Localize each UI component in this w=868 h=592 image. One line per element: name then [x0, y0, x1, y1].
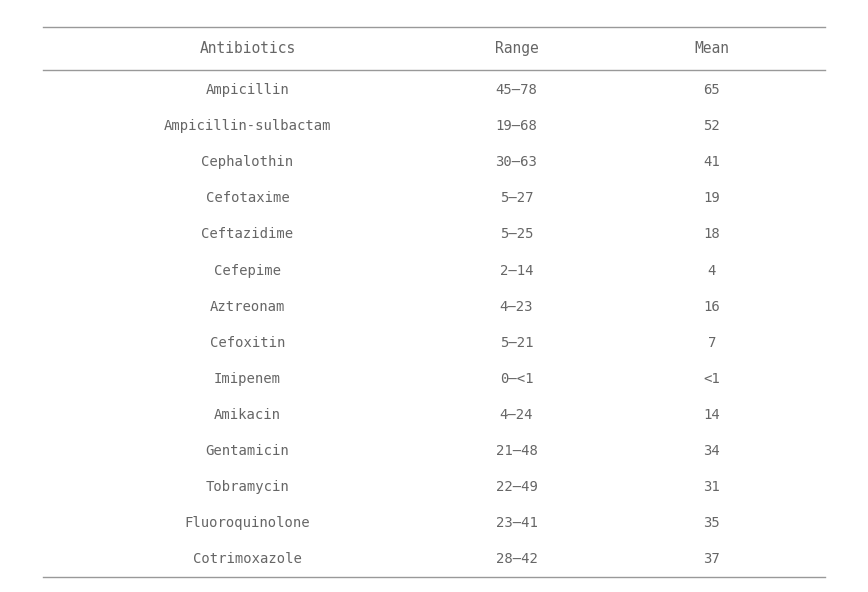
Text: 21–48: 21–48 [496, 444, 537, 458]
Text: 37: 37 [703, 552, 720, 567]
Text: 16: 16 [703, 300, 720, 314]
Text: 4–24: 4–24 [500, 408, 533, 422]
Text: Antibiotics: Antibiotics [200, 41, 295, 56]
Text: Gentamicin: Gentamicin [206, 444, 289, 458]
Text: Imipenem: Imipenem [214, 372, 281, 386]
Text: 18: 18 [703, 227, 720, 242]
Text: 35: 35 [703, 516, 720, 530]
Text: 31: 31 [703, 480, 720, 494]
Text: Tobramycin: Tobramycin [206, 480, 289, 494]
Text: 65: 65 [703, 83, 720, 97]
Text: Cefotaxime: Cefotaxime [206, 191, 289, 205]
Text: Cotrimoxazole: Cotrimoxazole [193, 552, 302, 567]
Text: 4: 4 [707, 263, 716, 278]
Text: 30–63: 30–63 [496, 155, 537, 169]
Text: Ampicillin: Ampicillin [206, 83, 289, 97]
Text: Ampicillin-sulbactam: Ampicillin-sulbactam [164, 119, 331, 133]
Text: 19–68: 19–68 [496, 119, 537, 133]
Text: <1: <1 [703, 372, 720, 386]
Text: 0–<1: 0–<1 [500, 372, 533, 386]
Text: 22–49: 22–49 [496, 480, 537, 494]
Text: 14: 14 [703, 408, 720, 422]
Text: 28–42: 28–42 [496, 552, 537, 567]
Text: Cefepime: Cefepime [214, 263, 281, 278]
Text: Cephalothin: Cephalothin [201, 155, 293, 169]
Text: 4–23: 4–23 [500, 300, 533, 314]
Text: Mean: Mean [694, 41, 729, 56]
Text: 19: 19 [703, 191, 720, 205]
Text: 52: 52 [703, 119, 720, 133]
Text: Fluoroquinolone: Fluoroquinolone [185, 516, 310, 530]
Text: 23–41: 23–41 [496, 516, 537, 530]
Text: Range: Range [495, 41, 538, 56]
Text: 5–21: 5–21 [500, 336, 533, 350]
Text: Ceftazidime: Ceftazidime [201, 227, 293, 242]
Text: 2–14: 2–14 [500, 263, 533, 278]
Text: Amikacin: Amikacin [214, 408, 281, 422]
Text: 7: 7 [707, 336, 716, 350]
Text: 41: 41 [703, 155, 720, 169]
Text: Cefoxitin: Cefoxitin [210, 336, 285, 350]
Text: 5–25: 5–25 [500, 227, 533, 242]
Text: 45–78: 45–78 [496, 83, 537, 97]
Text: Aztreonam: Aztreonam [210, 300, 285, 314]
Text: 5–27: 5–27 [500, 191, 533, 205]
Text: 34: 34 [703, 444, 720, 458]
